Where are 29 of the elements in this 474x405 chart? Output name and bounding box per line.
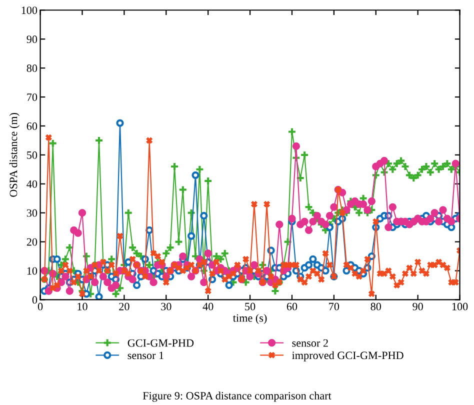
y-tick-label: 30 (26, 209, 38, 217)
y-tick-label: 20 (26, 238, 38, 246)
x-tick-label: 0 (38, 302, 43, 310)
legend-label: sensor 2 (292, 339, 328, 347)
x-tick-label: 10 (78, 302, 88, 310)
x-tick-label: 90 (412, 302, 423, 310)
x-tick-label: 40 (202, 302, 214, 310)
x-tick-label: 60 (286, 302, 298, 310)
y-tick-label: 40 (26, 180, 38, 188)
legend-label: sensor 1 (128, 352, 164, 360)
x-tick-label: 100 (452, 302, 468, 310)
y-tick-label: 10 (27, 267, 38, 275)
y-axis-title: OSPA distance (m) (9, 113, 20, 197)
y-tick-label: 100 (22, 6, 38, 14)
x-tick-label: 70 (329, 302, 340, 310)
y-tick-label: 70 (27, 93, 38, 101)
x-tick-label: 80 (370, 302, 382, 310)
legend-label: improved GCI-GM-PHD (292, 351, 404, 362)
legend-label: GCI-GM-PHD (128, 339, 194, 347)
y-tick-label: 90 (26, 36, 38, 44)
y-tick-label: 80 (26, 64, 38, 72)
x-tick-label: 50 (245, 302, 256, 310)
x-tick-label: 20 (119, 302, 130, 310)
y-tick-label: 50 (27, 151, 38, 159)
y-tick-label: 0 (32, 296, 38, 304)
caption: Figure 9: OSPA distance comparison chart (142, 392, 332, 402)
x-tick-label: 30 (161, 302, 172, 310)
y-tick-label: 60 (26, 122, 38, 130)
x-axis-title: time (s) (233, 314, 267, 324)
